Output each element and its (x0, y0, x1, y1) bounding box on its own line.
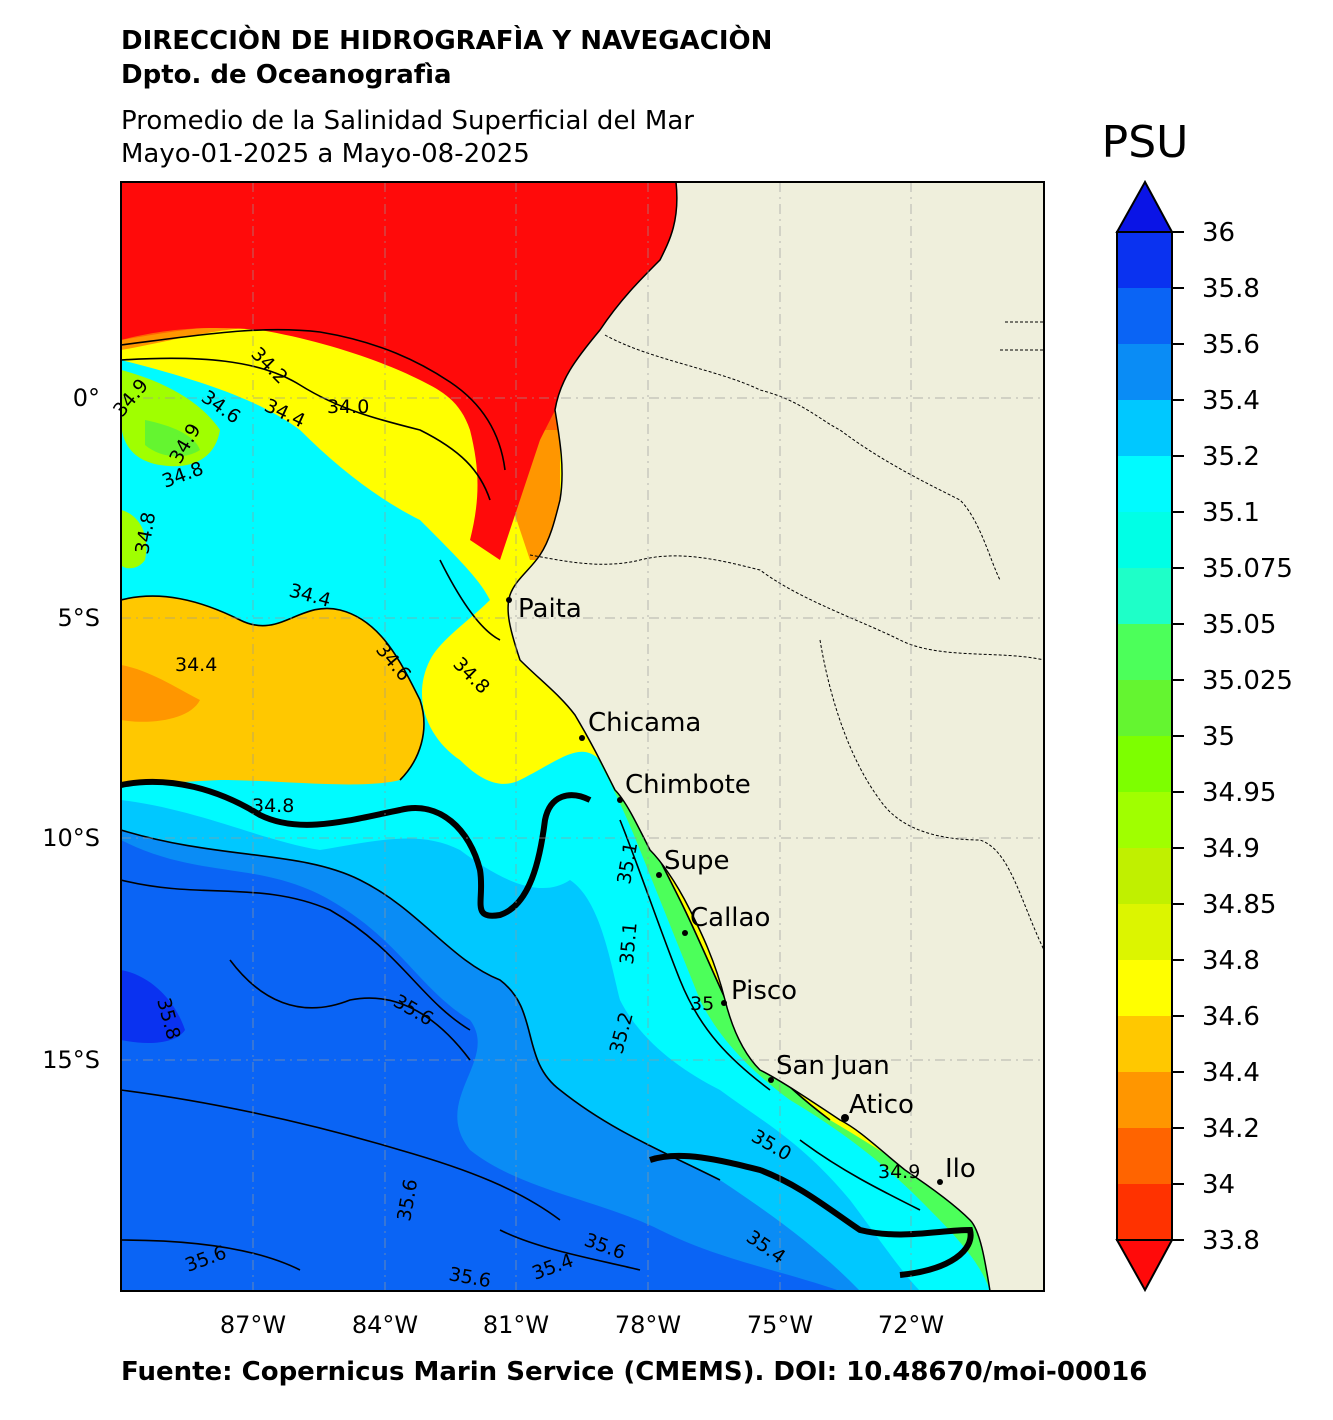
colorbar-band (1117, 568, 1172, 625)
city-marker (617, 797, 623, 803)
contour-label: 35.1 (616, 921, 642, 965)
colorbar-band (1117, 904, 1172, 961)
lon-tick: 81°W (483, 1311, 549, 1339)
lat-tick: 0° (73, 384, 100, 412)
city-marker (768, 1077, 774, 1083)
colorbar-band (1117, 512, 1172, 569)
colorbar: PSU 36 35.8 35.6 35.4 35.2 35.1 35.075 35.05 35.… (1102, 117, 1293, 1293)
contour-label: 34.8 (252, 795, 294, 817)
colorbar-band (1117, 736, 1172, 793)
salinity-pocket-35-8 (121, 970, 185, 1043)
colorbar-tick-label: 35.4 (1202, 386, 1260, 416)
colorbar-band (1117, 456, 1172, 513)
city-paita: Paita (518, 594, 582, 624)
date-range: Mayo-01-2025 a Mayo-08-2025 (121, 139, 530, 169)
organization-title: DIRECCIÒN DE HIDROGRAFÌA Y NAVEGACIÒN (121, 26, 773, 56)
latitude-ticks: 0° 5°S 10°S 15°S (42, 384, 100, 1074)
contour-lines (121, 328, 921, 1271)
colorbar-band (1117, 288, 1172, 345)
city-marker (937, 1179, 943, 1185)
colorbar-band (1117, 344, 1172, 401)
lon-tick: 75°W (747, 1311, 813, 1339)
colorbar-band (1117, 1016, 1172, 1073)
city-marker (579, 735, 585, 741)
colorbar-tick-label: 34.2 (1202, 1114, 1260, 1144)
colorbar-band (1117, 400, 1172, 457)
salinity-pocket-35-0 (145, 420, 200, 457)
city-labels: Paita Chicama Chimbote Supe Callao Pisco… (506, 594, 976, 1185)
city-ilo: Ilo (945, 1154, 976, 1184)
lat-tick: 10°S (42, 824, 100, 852)
colorbar-band (1117, 1072, 1172, 1129)
salinity-band-34-4-west (121, 665, 200, 722)
colorbar-band (1117, 1184, 1172, 1241)
colorbar-tick-label: 35.075 (1202, 554, 1293, 584)
map-frame (120, 181, 1045, 1292)
colorbar-tick-label: 34.6 (1202, 1002, 1260, 1032)
colorbar-over-triangle (1115, 179, 1174, 233)
salinity-front (121, 778, 592, 919)
contour-label: 35 (690, 993, 714, 1015)
contour-label: 34.0 (327, 396, 369, 418)
data-source: Fuente: Copernicus Marin Service (CMEMS)… (121, 1357, 1148, 1387)
colorbar-tick-label: 34.4 (1202, 1058, 1260, 1088)
colorbar-label: PSU (1102, 117, 1189, 168)
colorbar-tick-label: 35.8 (1202, 274, 1260, 304)
city-chicama: Chicama (588, 708, 701, 738)
colorbar-band (1117, 1128, 1172, 1185)
colorbar-tick-label: 35.025 (1202, 666, 1293, 696)
lon-tick: 72°W (878, 1311, 944, 1339)
colorbar-tick-label: 35.1 (1202, 498, 1260, 528)
city-atico: Atico (849, 1090, 914, 1120)
lat-tick: 5°S (57, 604, 100, 632)
lon-tick: 78°W (615, 1311, 681, 1339)
country-borders (529, 321, 1044, 951)
salinity-band-34-0 (121, 182, 680, 560)
contour-label: 34.4 (175, 654, 217, 676)
longitude-ticks: 87°W 84°W 81°W 78°W 75°W 72°W (220, 1311, 944, 1339)
graticule (121, 182, 1044, 1291)
colorbar-band (1117, 624, 1172, 681)
city-marker (721, 1000, 727, 1006)
colorbar-tick-label: 35.05 (1202, 610, 1276, 640)
salinity-band-34-6 (121, 596, 424, 785)
colorbar-tick-label: 35 (1202, 722, 1235, 752)
city-callao: Callao (690, 903, 770, 933)
salinity-pocket-34-9-sw (121, 510, 147, 569)
colorbar-tick-label: 34.8 (1202, 946, 1260, 976)
lon-tick: 84°W (352, 1311, 418, 1339)
colorbar-band (1117, 848, 1172, 905)
city-marker (682, 930, 688, 936)
city-supe: Supe (664, 846, 729, 876)
colorbar-tick-label: 33.8 (1202, 1226, 1260, 1256)
colorbar-tick-label: 34.9 (1202, 834, 1260, 864)
colorbar-tick-label: 35.6 (1202, 330, 1260, 360)
land-south-america (507, 182, 1044, 1291)
colorbar-band (1117, 792, 1172, 849)
colorbar-band (1117, 680, 1172, 737)
lat-tick: 15°S (42, 1046, 100, 1074)
colorbar-tick-label: 34 (1202, 1170, 1235, 1200)
lon-tick: 87°W (220, 1311, 286, 1339)
city-marker (841, 1114, 849, 1122)
colorbar-band (1117, 960, 1172, 1017)
colorbar-tick-label: 36 (1202, 218, 1235, 248)
map-title: Promedio de la Salinidad Superficial del… (121, 106, 694, 136)
colorbar-ticks: 36 35.8 35.6 35.4 35.2 35.1 35.075 35.05 35.025 3… (1172, 218, 1293, 1256)
salinity-front-south (649, 1152, 974, 1278)
colorbar-tick-label: 35.2 (1202, 442, 1260, 472)
department-title: Dpto. de Oceanografìa (121, 60, 452, 90)
city-san-juan: San Juan (776, 1051, 890, 1081)
colorbar-tick-label: 34.85 (1202, 890, 1276, 920)
contour-label: 34.9 (878, 1161, 920, 1183)
city-marker (656, 872, 662, 878)
city-marker (506, 597, 512, 603)
city-chimbote: Chimbote (625, 770, 751, 800)
colorbar-under-triangle (1115, 1239, 1174, 1293)
colorbar-tick-label: 34.95 (1202, 778, 1276, 808)
city-pisco: Pisco (731, 976, 797, 1006)
colorbar-bands (1117, 232, 1172, 1241)
colorbar-band (1117, 232, 1172, 289)
